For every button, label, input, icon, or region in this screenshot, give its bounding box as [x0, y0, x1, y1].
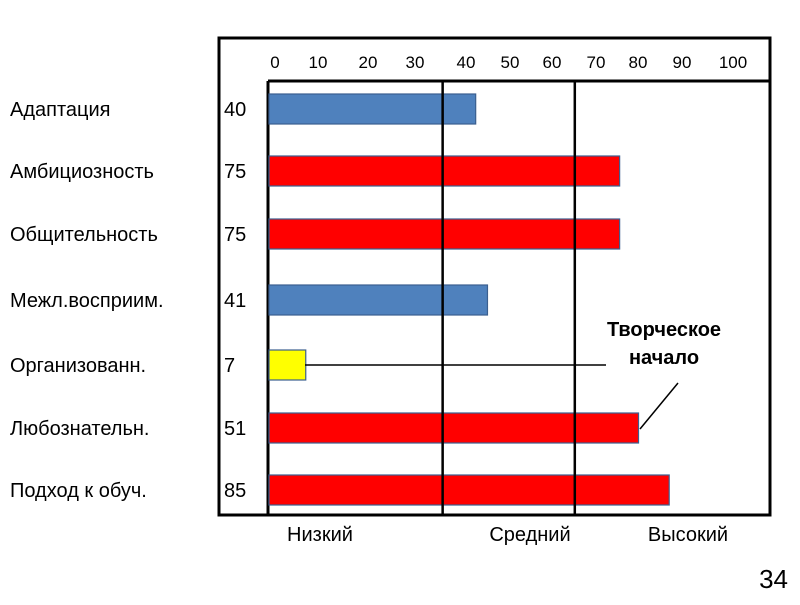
- x-tick-label: 60: [543, 53, 562, 72]
- x-tick-label: 10: [309, 53, 328, 72]
- category-label: Любознательн.: [10, 418, 149, 440]
- bar: [268, 93, 477, 125]
- page-number: 34: [759, 564, 788, 594]
- category-label: Адаптация: [10, 99, 110, 121]
- x-tick-label: 40: [457, 53, 476, 72]
- category-label: Подход к обуч.: [10, 480, 147, 502]
- x-tick-label: 90: [673, 53, 692, 72]
- value-label: 85: [224, 480, 246, 502]
- bar: [268, 412, 640, 444]
- category-label: Межл.восприим.: [10, 290, 164, 312]
- value-label: 7: [224, 355, 235, 377]
- category-label: Амбициозность: [10, 161, 154, 183]
- annotation-line-1: Творческое: [607, 319, 721, 341]
- annotation-leader-curious: [639, 382, 679, 430]
- bar: [268, 155, 621, 187]
- x-tick-label: 100: [719, 53, 747, 72]
- annotation-line-2: начало: [629, 347, 699, 369]
- value-label: 75: [224, 161, 246, 183]
- bar: [268, 218, 621, 250]
- x-tick-label: 50: [501, 53, 520, 72]
- x-tick-label: 30: [406, 53, 425, 72]
- zone-label-low: Низкий: [287, 524, 353, 546]
- value-label: 51: [224, 418, 246, 440]
- category-label: Организованн.: [10, 355, 146, 377]
- x-tick-label: 0: [270, 53, 279, 72]
- x-tick-label: 70: [587, 53, 606, 72]
- x-tick-label: 80: [629, 53, 648, 72]
- zone-label-medium: Средний: [489, 524, 570, 546]
- value-label: 40: [224, 99, 246, 121]
- bar: [268, 474, 670, 506]
- bar: [268, 349, 307, 381]
- chart-frame: [217, 36, 772, 517]
- value-label: 41: [224, 290, 246, 312]
- value-label: 75: [224, 224, 246, 246]
- x-tick-label: 20: [359, 53, 378, 72]
- category-label: Общительность: [10, 224, 158, 246]
- bar: [268, 284, 489, 316]
- zone-label-high: Высокий: [648, 524, 728, 546]
